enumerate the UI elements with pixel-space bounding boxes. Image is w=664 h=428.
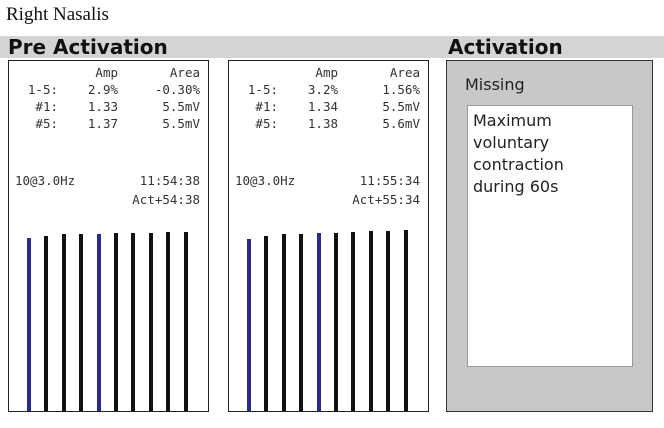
row-label: #5: [35,116,58,131]
response-bar [281,234,286,411]
note-line: Maximum [473,111,552,130]
stats-row: #1: 1.33 5.5mV [9,99,208,116]
response-bar [183,232,188,411]
response-bar [61,234,66,411]
activation-panel: Missing Maximum voluntary contraction du… [446,60,653,412]
amp-value: 1.37 [87,116,118,131]
section-header-bar [0,36,664,58]
row-label: #1: [255,99,278,114]
response-bar [114,233,118,411]
missing-label: Missing [465,75,525,94]
pre-activation-panel-2: Amp Area 1-5: 3.2% 1.56% #1: 1.34 5.5mV … [228,60,429,412]
amp-header: Amp [95,65,118,80]
pre-activation-label: Pre Activation [8,35,168,59]
stats-row: #5: 1.38 5.6mV [229,116,428,133]
row-label: 1-5: [247,82,278,97]
activation-note-box: Maximum voluntary contraction during 60s [467,105,633,367]
row-label: #5: [255,116,278,131]
stats-row: 1-5: 3.2% 1.56% [229,82,428,99]
response-bar [299,234,304,411]
area-value: 5.5mV [382,99,420,114]
activation-note: Maximum voluntary contraction during 60s [473,110,564,198]
response-bar [316,233,321,411]
amp-value: 2.9% [87,82,118,97]
area-value: 5.5mV [162,99,200,114]
stats-header-row: Amp Area [9,65,208,82]
response-bar [368,231,373,411]
stats-row: #1: 1.34 5.5mV [229,99,428,116]
response-bar [79,234,84,411]
amp-value: 1.34 [307,99,338,114]
response-bar [44,236,49,411]
stats-table: Amp Area 1-5: 3.2% 1.56% #1: 1.34 5.5mV … [229,65,428,133]
area-value: 5.6mV [382,116,420,131]
activation-label: Activation [448,35,563,59]
response-bar [351,232,356,411]
timestamp: 11:54:38 [139,173,200,188]
row-label: 1-5: [27,82,58,97]
area-header: Area [389,65,420,80]
stats-table: Amp Area 1-5: 2.9% -0.30% #1: 1.33 5.5mV… [9,65,208,133]
response-bars [9,201,208,411]
row-label: #1: [35,99,58,114]
response-bar [27,238,31,411]
area-value: 5.5mV [162,116,200,131]
response-bars [229,201,428,411]
activation-time: Act+55:34 [352,192,420,207]
note-line: voluntary [473,133,550,152]
response-bar [334,233,338,411]
amp-value: 3.2% [307,82,338,97]
stats-row: 1-5: 2.9% -0.30% [9,82,208,99]
stimulus-frequency: 10@3.0Hz [235,173,296,188]
stimulus-frequency: 10@3.0Hz [15,173,76,188]
stats-row: #5: 1.37 5.5mV [9,116,208,133]
note-line: during 60s [473,177,559,196]
pre-activation-panel-1: Amp Area 1-5: 2.9% -0.30% #1: 1.33 5.5mV… [8,60,209,412]
area-value: -0.30% [154,82,200,97]
stats-header-row: Amp Area [229,65,428,82]
amp-header: Amp [315,65,338,80]
response-bar [166,232,171,411]
response-bar [403,229,408,411]
page-title: Right Nasalis [6,4,109,25]
response-bar [247,239,251,411]
response-bar [148,233,153,411]
amp-value: 1.38 [307,116,338,131]
activation-time: Act+54:38 [132,192,200,207]
area-header: Area [169,65,200,80]
amp-value: 1.33 [87,99,118,114]
response-bar [96,234,101,411]
response-bar [264,236,269,411]
note-line: contraction [473,155,564,174]
area-value: 1.56% [382,82,420,97]
timestamp: 11:55:34 [359,173,420,188]
response-bar [131,233,136,411]
response-bar [386,230,391,411]
